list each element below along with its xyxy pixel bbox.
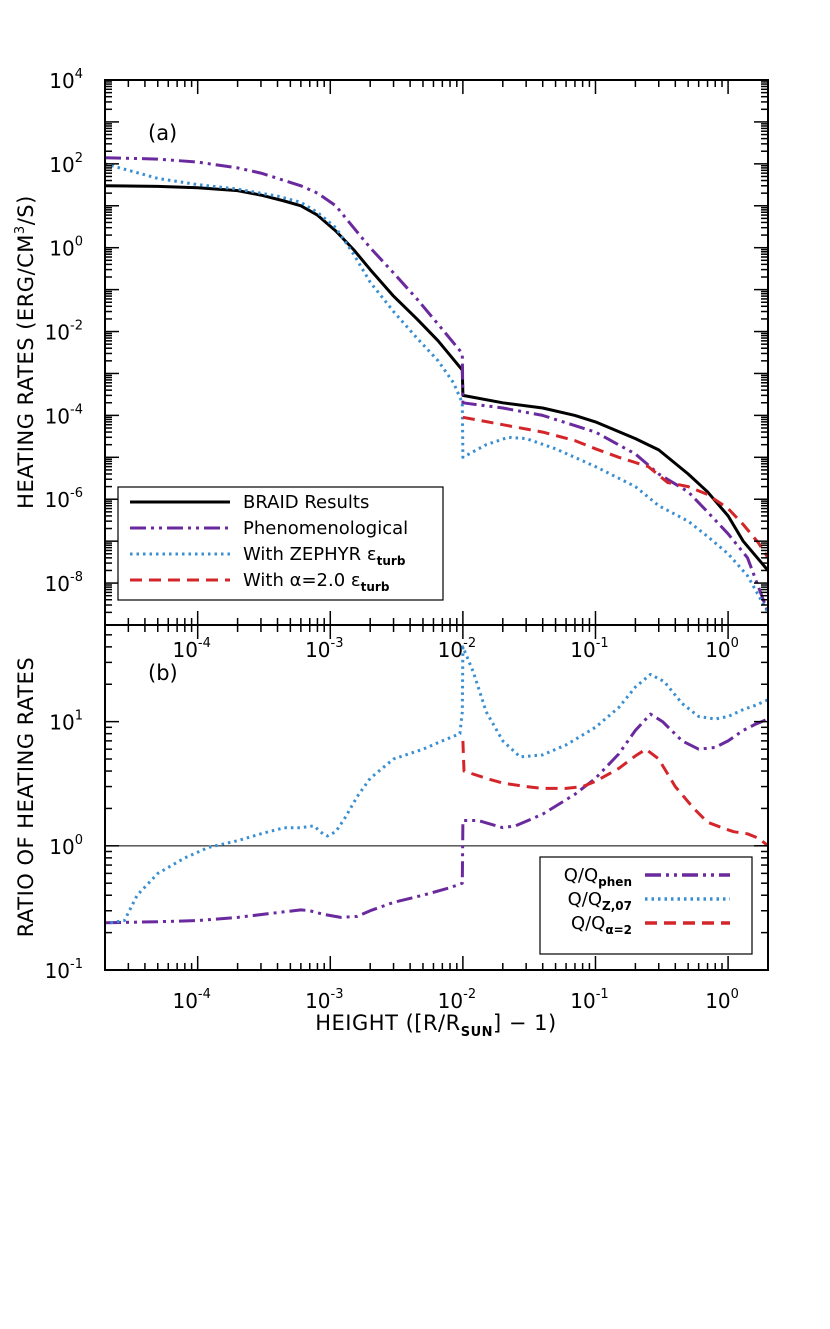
x-tick-label: 10-3 (305, 987, 343, 1013)
series-line-alpha (461, 740, 768, 847)
y-tick-label: 10-8 (45, 570, 83, 596)
panel-label: (a) (148, 121, 177, 145)
x-tick-label: 10-2 (438, 636, 476, 662)
y-tick-label: 10-4 (45, 402, 83, 428)
y-tick-label: 10-1 (45, 957, 83, 983)
legend-label-phen: Q/Qphen (564, 865, 632, 889)
legend-label-alpha: Q/Qα=2 (571, 913, 632, 937)
legend-box (117, 486, 444, 601)
x-tick-label: 10-3 (305, 636, 343, 662)
legend-a: BRAID Results Phenomenological With ZEPHYR… (117, 486, 444, 601)
panel-label: (b) (148, 661, 178, 685)
x-tick-label: 10-4 (172, 636, 210, 662)
x-tick-label: 100 (705, 987, 739, 1013)
x-tick-label: 10-1 (570, 636, 608, 662)
series-line-phen (105, 156, 768, 613)
x-axis-label: HEIGHT ([R/RSUN] − 1) (315, 1011, 556, 1040)
series-line-zephyr (110, 645, 768, 925)
y-axis-label-b: RATIO OF HEATING RATES (14, 657, 38, 937)
y-tick-label: 104 (49, 67, 83, 93)
series-line-braid (105, 184, 768, 572)
y-tick-label: 10-6 (45, 486, 83, 512)
series-line-alpha (462, 415, 768, 559)
legend-label-zephyr: With ZEPHYR εturb (243, 544, 406, 568)
x-tick-label: 100 (705, 636, 739, 662)
series-line-zephyr (105, 162, 768, 614)
series-group (105, 645, 768, 925)
legend-label-braid: BRAID Results (243, 492, 369, 513)
y-tick-label: 100 (49, 833, 83, 859)
y-axis-label-a: HEATING RATES (ERG/CM3/S) (13, 195, 38, 509)
y-tick-label: 101 (49, 709, 83, 735)
series-line-phen (105, 712, 768, 925)
legend-label-phen: Phenomenological (243, 518, 408, 539)
y-tick-label: 100 (49, 235, 83, 261)
axis-ticks (104, 79, 769, 626)
y-tick-label: 102 (49, 151, 83, 177)
legend-label-alpha: With α=2.0 εturb (243, 570, 390, 594)
panel-a: 10-4 10-3 10-2 10-1 100 10-8 10-6 10-4 10-2 100 10… (45, 67, 769, 662)
x-tick-label: 10-4 (172, 987, 210, 1013)
axis-ticks (104, 624, 769, 971)
series-group (105, 156, 768, 614)
x-tick-label: 10-1 (570, 987, 608, 1013)
plot-frame (104, 624, 769, 971)
x-tick-label: 10-2 (438, 987, 476, 1013)
panel-b: 10-4 10-3 10-2 10-1 100 10-1 100 101 (b) (45, 624, 769, 1013)
legend-box (539, 856, 753, 955)
y-tick-label: 10-2 (45, 319, 83, 345)
legend-label-zephyr: Q/QZ,07 (568, 889, 632, 913)
